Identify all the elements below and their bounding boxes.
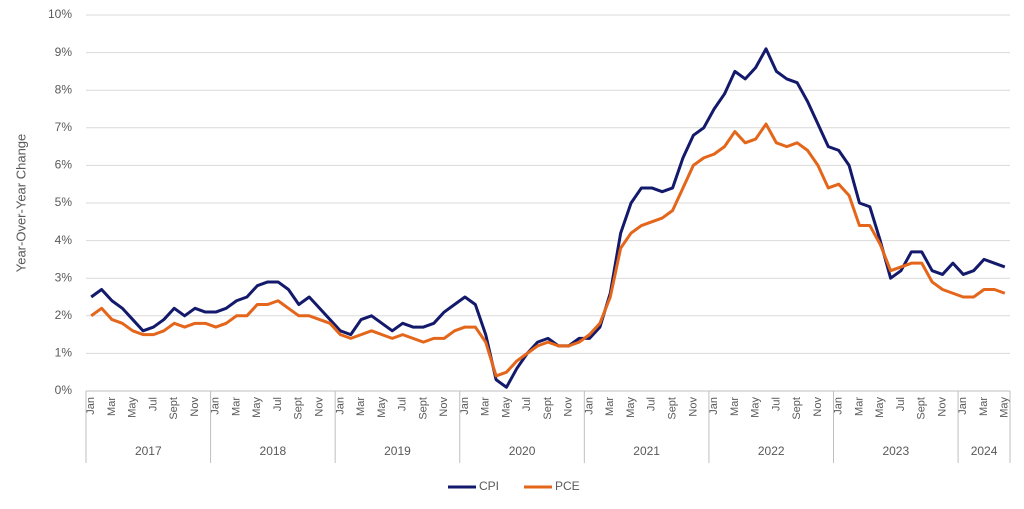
y-tick-label: 0% xyxy=(55,383,73,397)
x-tick-label: Sept xyxy=(168,397,180,420)
y-tick-label: 7% xyxy=(55,120,73,134)
x-tick-label: Mar xyxy=(978,397,990,416)
x-group-label: 2020 xyxy=(509,444,536,458)
x-tick-label: Mar xyxy=(230,397,242,416)
x-tick-label: Nov xyxy=(812,397,824,417)
x-tick-label: Jul xyxy=(272,397,284,411)
legend-label: CPI xyxy=(479,479,499,493)
x-tick-label: Mar xyxy=(480,397,492,416)
x-tick-label: Sept xyxy=(417,397,429,420)
x-tick-label: Jan xyxy=(459,397,471,415)
x-tick-label: Jan xyxy=(210,397,222,415)
x-group-label: 2022 xyxy=(758,444,785,458)
x-tick-label: Nov xyxy=(438,397,450,417)
x-tick-label: Nov xyxy=(563,397,575,417)
x-group-label: 2019 xyxy=(384,444,411,458)
line-series xyxy=(90,47,1006,389)
x-tick-label: May xyxy=(999,397,1011,418)
x-group-label: 2023 xyxy=(882,444,909,458)
x-tick-label: Jul xyxy=(521,397,533,411)
y-tick-label: 5% xyxy=(55,195,73,209)
x-group-label: 2018 xyxy=(260,444,287,458)
x-tick-label: May xyxy=(251,397,263,418)
x-tick-label: Jan xyxy=(708,397,720,415)
y-tick-label: 3% xyxy=(55,270,73,284)
line-series xyxy=(90,122,1006,378)
x-tick-label: Jul xyxy=(397,397,409,411)
x-tick-label: Sept xyxy=(791,397,803,420)
x-tick-label: Nov xyxy=(314,397,326,417)
y-tick-label: 2% xyxy=(55,308,73,322)
x-tick-label: May xyxy=(500,397,512,418)
y-tick-label: 10% xyxy=(48,7,72,21)
x-tick-label: Sept xyxy=(293,397,305,420)
x-tick-label: May xyxy=(750,397,762,418)
x-tick-label: Jan xyxy=(957,397,969,415)
x-tick-label: Mar xyxy=(729,397,741,416)
x-tick-label: May xyxy=(127,397,139,418)
x-group-label: 2017 xyxy=(135,444,162,458)
x-tick-label: Sept xyxy=(916,397,928,420)
x-tick-label: Jul xyxy=(646,397,658,411)
x-tick-label: Nov xyxy=(687,397,699,417)
x-tick-label: Jan xyxy=(583,397,595,415)
x-group-label: 2024 xyxy=(971,444,998,458)
x-tick-label: Jan xyxy=(85,397,97,415)
x-tick-label: Mar xyxy=(853,397,865,416)
y-axis-title: Year-Over-Year Change xyxy=(13,134,28,273)
x-tick-label: Nov xyxy=(936,397,948,417)
x-tick-label: May xyxy=(625,397,637,418)
x-tick-label: Mar xyxy=(355,397,367,416)
x-tick-label: May xyxy=(874,397,886,418)
x-tick-label: Mar xyxy=(106,397,118,416)
legend-label: PCE xyxy=(555,479,580,493)
x-group-label: 2021 xyxy=(633,444,660,458)
y-tick-label: 8% xyxy=(55,82,73,96)
x-tick-label: Jul xyxy=(147,397,159,411)
x-tick-label: Jan xyxy=(833,397,845,415)
y-tick-label: 1% xyxy=(55,346,73,360)
x-tick-label: Sept xyxy=(542,397,554,420)
x-tick-label: Nov xyxy=(189,397,201,417)
x-tick-label: Jul xyxy=(770,397,782,411)
x-tick-label: Jul xyxy=(895,397,907,411)
x-tick-label: May xyxy=(376,397,388,418)
y-tick-label: 9% xyxy=(55,45,73,59)
x-tick-label: Sept xyxy=(666,397,678,420)
x-tick-label: Jan xyxy=(334,397,346,415)
x-tick-label: Mar xyxy=(604,397,616,416)
y-tick-label: 4% xyxy=(55,233,73,247)
y-tick-label: 6% xyxy=(55,158,73,172)
